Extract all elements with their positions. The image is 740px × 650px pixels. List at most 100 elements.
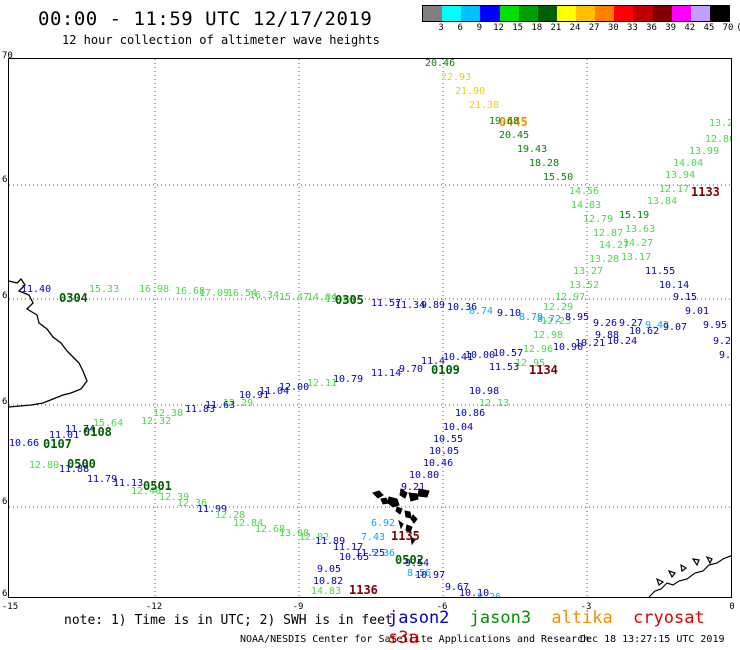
scale-swatch bbox=[576, 6, 596, 21]
legend-altika: altika bbox=[551, 608, 613, 628]
wave-height-value: 10.14 bbox=[659, 280, 690, 291]
wave-height-value: 12.87 bbox=[593, 228, 624, 239]
wave-height-value: 9.05 bbox=[317, 564, 342, 575]
wave-height-value: 12.29 bbox=[223, 398, 254, 409]
norway-coastline bbox=[648, 555, 731, 597]
wave-height-value: 9.07 bbox=[663, 322, 688, 333]
wave-height-value: 8.95 bbox=[565, 312, 590, 323]
wave-height-value: 9.95 bbox=[703, 320, 728, 331]
wave-height-value: 9.43 bbox=[645, 320, 670, 331]
wave-height-value: 14.27 bbox=[599, 240, 630, 251]
wave-height-value: 13.28 bbox=[589, 254, 620, 265]
iceland-coastline bbox=[9, 277, 88, 408]
wave-height-value: 10.00 bbox=[465, 350, 496, 361]
wave-height-map: 0445 20.46 22.93 21.90 21.38 19.68 20.45 19.43 1… bbox=[8, 58, 732, 598]
wave-height-color-scale bbox=[422, 5, 730, 22]
scale-label: 36 bbox=[646, 23, 657, 33]
wave-height-value: 9.10 bbox=[497, 308, 522, 319]
wave-height-value: 8.79 bbox=[519, 312, 544, 323]
scale-swatch bbox=[537, 6, 557, 21]
wave-height-value: 9.14 bbox=[719, 350, 732, 361]
wave-height-value: 11.01 bbox=[49, 430, 80, 441]
wave-height-value: 10.10 bbox=[459, 588, 490, 598]
wave-height-value: 16.34 bbox=[249, 290, 280, 301]
wave-height-value: 11.25 bbox=[355, 548, 386, 559]
wave-height-value: 14.27 bbox=[623, 238, 654, 249]
scale-swatch bbox=[633, 6, 653, 21]
scale-swatch bbox=[442, 6, 462, 21]
wave-height-value: 11.34 bbox=[395, 300, 426, 311]
wave-height-value: 20.45 bbox=[499, 130, 530, 141]
wave-height-value: 10.80 bbox=[409, 470, 440, 481]
scale-swatch bbox=[480, 6, 500, 21]
wave-height-value: 9.70 bbox=[399, 364, 424, 375]
lat-label: 66 bbox=[2, 291, 13, 301]
wave-height-value: 11.40 bbox=[21, 284, 52, 295]
legend-jason2: jason2 bbox=[388, 608, 450, 628]
pass-time-label: 1135 bbox=[391, 529, 420, 543]
wave-height-value: 12.79 bbox=[583, 214, 614, 225]
wave-height-value: 10.62 bbox=[629, 326, 660, 337]
scale-label: 18 bbox=[531, 23, 543, 33]
wave-height-value: 10.57 bbox=[493, 348, 524, 359]
wave-height-value: 11.57 bbox=[371, 298, 402, 309]
wave-height-value: 10.04 bbox=[443, 422, 474, 433]
wave-height-value: 11.04 bbox=[259, 386, 290, 397]
wave-height-value: 13.84 bbox=[647, 196, 678, 207]
wave-height-value: 11.17 bbox=[333, 542, 364, 553]
wave-height-value: 12.97 bbox=[555, 292, 586, 303]
wave-height-value: 10.41 bbox=[443, 352, 474, 363]
wave-height-value: 10.98 bbox=[469, 386, 500, 397]
wave-height-value: 10.24 bbox=[607, 336, 638, 347]
faroe-islands bbox=[372, 488, 430, 546]
pass-time-label: 1136 bbox=[349, 583, 378, 597]
wave-height-value: 9.01 bbox=[685, 306, 710, 317]
scale-label: 6 bbox=[457, 23, 463, 33]
wave-height-value: 22.93 bbox=[441, 72, 472, 83]
wave-height-value: 15.19 bbox=[619, 210, 650, 221]
scale-label: 27 bbox=[588, 23, 600, 33]
wave-height-value: 11.53 bbox=[489, 362, 520, 373]
lon-label: 0 bbox=[729, 602, 735, 612]
wave-height-value: 9.67 bbox=[445, 582, 470, 593]
wave-height-value: 12.13 bbox=[479, 398, 510, 409]
wave-height-value: 9.93 bbox=[731, 365, 732, 375]
wave-height-value: 11.83 bbox=[185, 404, 216, 415]
wave-height-value: 12.28 bbox=[215, 510, 246, 521]
wave-height-value: 11.4 bbox=[421, 356, 446, 367]
wave-height-value: 15.50 bbox=[543, 172, 574, 183]
wave-height-value: 12.29 bbox=[543, 302, 574, 313]
scale-swatch bbox=[556, 6, 576, 21]
scale-swatch bbox=[690, 6, 710, 21]
wave-height-value: 7.43 bbox=[361, 532, 386, 543]
pass-time-label: 1133 bbox=[691, 185, 720, 199]
wave-height-value: 12.95 bbox=[515, 358, 546, 369]
wave-height-value: 19.43 bbox=[517, 144, 548, 155]
wave-height-value: 12.11 bbox=[307, 378, 338, 389]
wave-height-value: 14.83 bbox=[571, 200, 602, 211]
wave-height-value: 8.72 bbox=[537, 314, 562, 325]
generated-timestamp: Dec 18 13:27:15 UTC 2019 bbox=[580, 634, 725, 645]
pass-time-label: 0501 bbox=[143, 479, 172, 493]
wave-height-value: 10.55 bbox=[433, 434, 464, 445]
wave-height-value: 9.21 bbox=[713, 336, 732, 347]
wave-height-value: 21.38 bbox=[469, 100, 500, 111]
pass-time-label: 0109 bbox=[431, 363, 460, 377]
wave-height-value: 14.04 bbox=[307, 292, 338, 303]
wave-height-value: 8.26 bbox=[477, 592, 502, 598]
wave-height-value: 13.52 bbox=[569, 280, 600, 291]
pass-time-label: 1134 bbox=[529, 363, 558, 377]
wave-height-value: 9.26 bbox=[593, 318, 618, 329]
wave-height-value: 10.86 bbox=[455, 408, 486, 419]
wave-height-value: 12.82 bbox=[299, 532, 330, 543]
wave-height-value: 12.84 bbox=[233, 518, 264, 529]
wave-height-value: 13.63 bbox=[625, 224, 656, 235]
wave-height-value: 11.99 bbox=[197, 504, 228, 515]
scale-swatch bbox=[652, 6, 672, 21]
wave-height-value: 12.36 bbox=[177, 498, 208, 509]
map-title: 00:00 - 11:59 UTC 12/17/2019 bbox=[38, 8, 373, 30]
wave-height-value: 10.91 bbox=[239, 390, 270, 401]
scale-swatch bbox=[709, 6, 729, 21]
legend-jason3: jason3 bbox=[469, 608, 532, 628]
